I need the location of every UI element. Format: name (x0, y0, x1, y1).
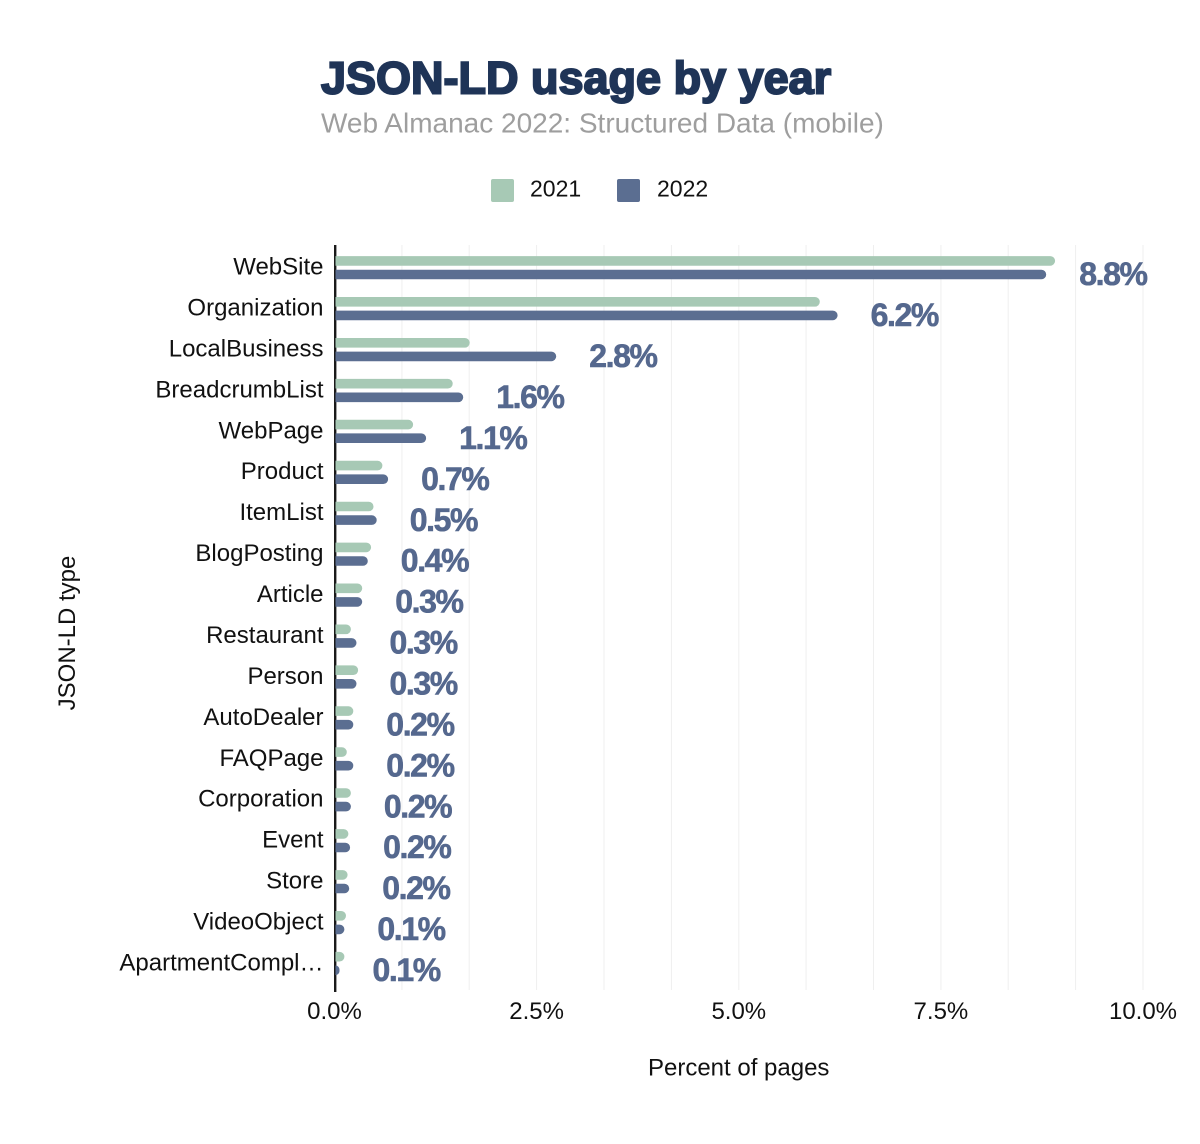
svg-text:WebPage: WebPage (219, 417, 324, 444)
svg-text:0.1%: 0.1% (373, 952, 441, 988)
svg-text:1.6%: 1.6% (496, 379, 564, 415)
svg-text:Restaurant: Restaurant (206, 622, 324, 649)
svg-text:BlogPosting: BlogPosting (195, 540, 323, 567)
svg-text:0.3%: 0.3% (390, 666, 458, 702)
svg-text:2021: 2021 (530, 176, 581, 202)
svg-text:VideoObject: VideoObject (193, 909, 324, 936)
svg-text:BreadcrumbList: BreadcrumbList (155, 376, 323, 403)
svg-text:FAQPage: FAQPage (219, 745, 323, 772)
svg-text:Article: Article (257, 581, 324, 608)
svg-text:ItemList: ItemList (239, 499, 323, 526)
svg-text:0.2%: 0.2% (383, 829, 451, 865)
svg-text:5.0%: 5.0% (711, 998, 766, 1025)
svg-text:LocalBusiness: LocalBusiness (169, 336, 324, 363)
svg-text:0.3%: 0.3% (390, 625, 458, 661)
svg-text:0.2%: 0.2% (386, 706, 454, 742)
svg-text:0.7%: 0.7% (421, 461, 489, 497)
svg-text:2.8%: 2.8% (589, 338, 657, 374)
svg-text:Web Almanac 2022: Structured D: Web Almanac 2022: Structured Data (mobil… (321, 108, 884, 139)
svg-text:10.0%: 10.0% (1109, 998, 1177, 1025)
svg-text:JSON-LD type: JSON-LD type (54, 556, 81, 711)
svg-text:WebSite: WebSite (233, 254, 323, 281)
svg-text:0.3%: 0.3% (395, 584, 463, 620)
svg-text:Corporation: Corporation (198, 786, 323, 813)
svg-text:1.1%: 1.1% (459, 420, 527, 456)
svg-text:Percent of pages: Percent of pages (648, 1055, 829, 1082)
svg-text:JSON-LD usage by year: JSON-LD usage by year (321, 53, 831, 104)
svg-text:0.2%: 0.2% (384, 788, 452, 824)
svg-text:8.8%: 8.8% (1079, 256, 1147, 292)
svg-text:Event: Event (262, 827, 324, 854)
svg-text:0.1%: 0.1% (377, 911, 445, 947)
svg-text:0.2%: 0.2% (382, 870, 450, 906)
svg-text:Store: Store (266, 868, 323, 895)
svg-text:2.5%: 2.5% (509, 998, 564, 1025)
svg-text:0.4%: 0.4% (401, 543, 469, 579)
svg-text:0.5%: 0.5% (410, 502, 478, 538)
svg-text:0.0%: 0.0% (307, 998, 362, 1025)
svg-text:0.2%: 0.2% (386, 747, 454, 783)
svg-text:7.5%: 7.5% (914, 998, 969, 1025)
svg-text:Product: Product (241, 458, 324, 485)
svg-text:2022: 2022 (657, 176, 708, 202)
svg-text:Person: Person (247, 663, 323, 690)
svg-text:6.2%: 6.2% (871, 297, 939, 333)
svg-text:Organization: Organization (187, 295, 323, 322)
svg-text:ApartmentCompl…: ApartmentCompl… (119, 949, 323, 976)
svg-text:AutoDealer: AutoDealer (203, 704, 323, 731)
